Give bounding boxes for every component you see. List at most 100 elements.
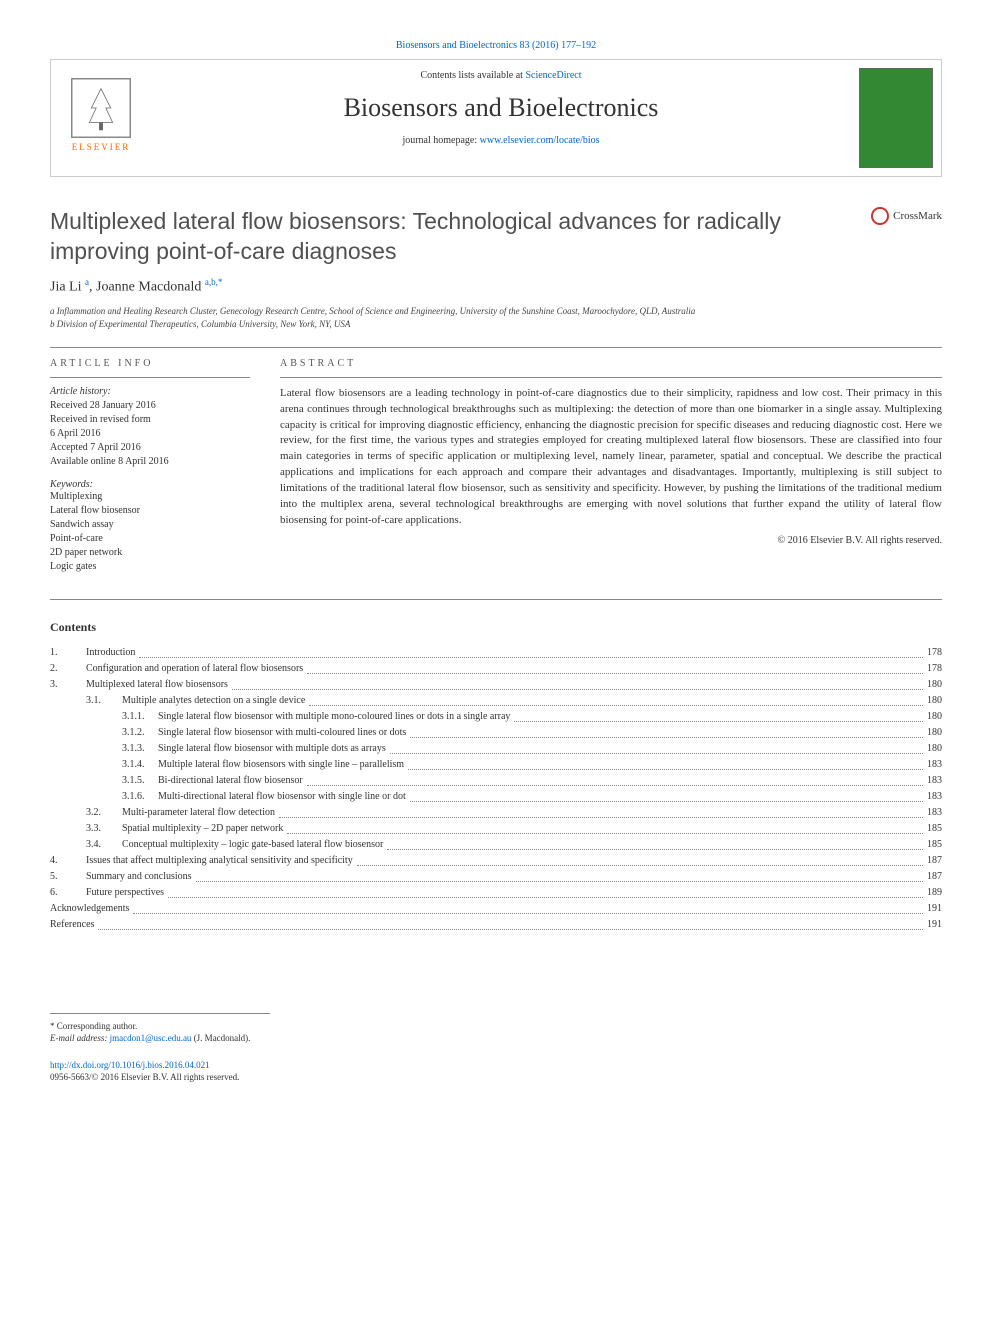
divider-rule (50, 347, 942, 348)
toc-row: References191 (50, 917, 942, 933)
toc-page: 180 (927, 709, 942, 725)
abstract-block: abstract Lateral flow biosensors are a l… (280, 358, 942, 574)
author-list: Jia Li a, Joanne Macdonald a,b,* (50, 277, 942, 296)
toc-title: Acknowledgements (50, 901, 129, 917)
toc-leader-dots (410, 789, 923, 802)
toc-row: 3.2.Multi-parameter lateral flow detecti… (50, 805, 942, 821)
history-line: Received in revised form (50, 413, 250, 427)
toc-title: Single lateral flow biosensor with multi… (158, 709, 510, 725)
toc-title: Multiple lateral flow biosensors with si… (158, 757, 404, 773)
journal-citation: Biosensors and Bioelectronics 83 (2016) … (50, 40, 942, 51)
toc-leader-dots (232, 677, 923, 690)
sciencedirect-link[interactable]: ScienceDirect (525, 70, 581, 81)
footnote-rule (50, 1013, 270, 1014)
toc-leader-dots (307, 773, 923, 786)
toc-title: Future perspectives (86, 885, 164, 901)
corresponding-author-note: * Corresponding author. (50, 1020, 942, 1033)
keywords-label: Keywords: (50, 479, 250, 490)
keyword-lines: MultiplexingLateral flow biosensorSandwi… (50, 490, 250, 574)
toc-row: 3.3.Spatial multiplexity – 2D paper netw… (50, 821, 942, 837)
toc-title: Single lateral flow biosensor with multi… (158, 741, 386, 757)
abstract-copyright: © 2016 Elsevier B.V. All rights reserved… (280, 535, 942, 546)
journal-header-box: ELSEVIER Contents lists available at Sci… (50, 59, 942, 177)
crossmark-icon (871, 207, 889, 225)
toc-title: Configuration and operation of lateral f… (86, 661, 303, 677)
elsevier-tree-icon (71, 78, 131, 138)
author-1-name: Jia Li (50, 279, 82, 294)
toc-page: 180 (927, 725, 942, 741)
affiliation-line: a Inflammation and Healing Research Clus… (50, 305, 942, 318)
toc-leader-dots (196, 869, 923, 882)
history-lines: Received 28 January 2016Received in revi… (50, 399, 250, 469)
toc-number: 4. (50, 853, 86, 869)
toc-leader-dots (133, 901, 923, 914)
toc-row: 2.Configuration and operation of lateral… (50, 661, 942, 677)
corresponding-email-link[interactable]: jmacdon1@usc.edu.au (110, 1033, 192, 1043)
toc-number: 3. (50, 677, 86, 693)
toc-row: 1.Introduction178 (50, 645, 942, 661)
toc-number: 5. (50, 869, 86, 885)
toc-leader-dots (168, 885, 923, 898)
toc-page: 187 (927, 853, 942, 869)
divider-rule-2 (50, 599, 942, 600)
contents-header: Contents (50, 620, 942, 635)
toc-page: 189 (927, 885, 942, 901)
toc-number: 3.1.2. (122, 725, 158, 741)
toc-row: 3.1.3.Single lateral flow biosensor with… (50, 741, 942, 757)
crossmark-label: CrossMark (893, 210, 942, 222)
toc-row: 3.1.1.Single lateral flow biosensor with… (50, 709, 942, 725)
doi-block: http://dx.doi.org/10.1016/j.bios.2016.04… (50, 1059, 942, 1084)
toc-page: 183 (927, 805, 942, 821)
toc-title: Multiple analytes detection on a single … (122, 693, 305, 709)
author-1-affil-link[interactable]: a (85, 277, 89, 287)
toc-number: 3.1. (86, 693, 122, 709)
homepage-prefix: journal homepage: (402, 135, 479, 146)
journal-header-center: Contents lists available at ScienceDirec… (151, 60, 851, 176)
email-suffix: (J. Macdonald). (191, 1033, 250, 1043)
toc-row: 3.1.2.Single lateral flow biosensor with… (50, 725, 942, 741)
author-2-corr-link[interactable]: * (218, 277, 223, 287)
toc-title: Issues that affect multiplexing analytic… (86, 853, 353, 869)
toc-page: 191 (927, 901, 942, 917)
toc-page: 183 (927, 757, 942, 773)
keyword-item: Point-of-care (50, 532, 250, 546)
toc-title: Bi-directional lateral flow biosensor (158, 773, 303, 789)
toc-leader-dots (279, 805, 923, 818)
toc-title: Spatial multiplexity – 2D paper network (122, 821, 283, 837)
toc-page: 178 (927, 661, 942, 677)
email-label: E-mail address: (50, 1033, 110, 1043)
info-divider (50, 377, 250, 378)
toc-leader-dots (139, 645, 923, 658)
toc-leader-dots (287, 821, 923, 834)
toc-leader-dots (309, 693, 923, 706)
doi-link[interactable]: http://dx.doi.org/10.1016/j.bios.2016.04… (50, 1060, 210, 1070)
toc-row: 5.Summary and conclusions187 (50, 869, 942, 885)
crossmark-badge[interactable]: CrossMark (871, 207, 942, 225)
history-label: Article history: (50, 386, 250, 397)
toc-title: Multi-parameter lateral flow detection (122, 805, 275, 821)
affiliations: a Inflammation and Healing Research Clus… (50, 305, 942, 330)
toc-number: 3.1.6. (122, 789, 158, 805)
journal-homepage-link[interactable]: www.elsevier.com/locate/bios (480, 135, 600, 146)
toc-number: 3.4. (86, 837, 122, 853)
abstract-divider (280, 377, 942, 378)
elsevier-text: ELSEVIER (72, 142, 131, 152)
toc-page: 180 (927, 741, 942, 757)
toc-row: 3.Multiplexed lateral flow biosensors180 (50, 677, 942, 693)
toc-leader-dots (408, 757, 923, 770)
toc-page: 191 (927, 917, 942, 933)
toc-page: 180 (927, 677, 942, 693)
author-2-affil-link[interactable]: a,b, (205, 277, 218, 287)
history-line: Received 28 January 2016 (50, 399, 250, 413)
toc-number: 6. (50, 885, 86, 901)
journal-nameplate: Biosensors and Bioelectronics (161, 93, 841, 123)
toc-page: 178 (927, 645, 942, 661)
toc-number: 3.1.4. (122, 757, 158, 773)
toc-number: 3.2. (86, 805, 122, 821)
journal-cover-section (851, 60, 941, 176)
author-2-name: Joanne Macdonald (96, 279, 201, 294)
elsevier-logo: ELSEVIER (61, 78, 141, 168)
toc-number: 3.1.3. (122, 741, 158, 757)
toc-number: 2. (50, 661, 86, 677)
toc-row: 3.1.6.Multi-directional lateral flow bio… (50, 789, 942, 805)
